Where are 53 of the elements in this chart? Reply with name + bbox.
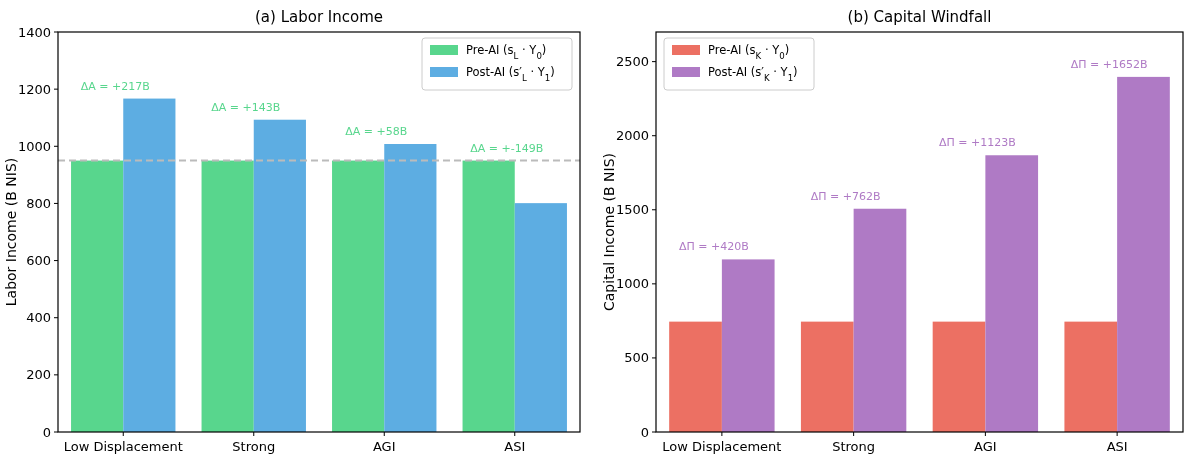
- bar: [1117, 76, 1170, 432]
- x-tick-label: Low Displacement: [63, 439, 183, 454]
- annotation: ΔΠ = +420B: [678, 240, 749, 254]
- legend-label: Post-AI (s′$_{L}$ · Y$_{1}$): [466, 65, 555, 83]
- annotation: ΔΠ = +762B: [810, 189, 881, 203]
- bar: [853, 208, 907, 432]
- y-tick-label: 0: [42, 424, 51, 440]
- chart-title: (a) Labor Income: [254, 8, 384, 26]
- bar: [253, 119, 306, 432]
- annotation: ΔΠ = +1652B: [1070, 57, 1148, 71]
- y-tick-label: 1400: [17, 24, 51, 40]
- bar: [800, 321, 854, 432]
- bar: [985, 155, 1039, 432]
- y-tick-label: 2500: [615, 54, 649, 70]
- x-tick-label: Strong: [832, 439, 876, 454]
- annotation: ΔA = +217B: [80, 79, 150, 93]
- y-tick-label: 2000: [615, 128, 649, 144]
- x-tick-label: Strong: [232, 439, 276, 454]
- x-tick-label: ASI: [1106, 439, 1128, 454]
- y-tick-label: 200: [26, 367, 51, 383]
- y-tick-label: 800: [26, 195, 51, 211]
- legend-label: Post-AI (s′$_{K}$ · Y$_{1}$): [708, 65, 798, 83]
- y-tick-label: 0: [640, 424, 649, 440]
- x-tick-label: AGI: [974, 439, 997, 454]
- y-tick-label: 400: [26, 310, 51, 326]
- legend-label: Pre-AI (s$_{L}$ · Y$_{0}$): [466, 43, 547, 61]
- bar: [71, 160, 124, 432]
- bar: [384, 144, 437, 432]
- x-tick-label: Low Displacement: [662, 439, 782, 454]
- annotation: ΔA = +-149B: [470, 141, 544, 155]
- annotation: ΔA = +58B: [345, 125, 408, 138]
- bar: [123, 98, 176, 432]
- y-tick-label: 1000: [17, 138, 51, 154]
- bar: [932, 321, 986, 432]
- y-axis-title: Capital Income (B NIS): [601, 153, 617, 311]
- annotation: ΔΠ = +1123B: [938, 136, 1016, 150]
- chart-title: (b) Capital Windfall: [847, 8, 992, 26]
- bar: [669, 321, 722, 432]
- y-tick-label: 1200: [17, 81, 51, 97]
- bar: [514, 203, 567, 432]
- x-tick-label: AGI: [372, 439, 396, 454]
- bar: [1064, 321, 1118, 432]
- bar: [201, 160, 254, 432]
- legend-label: Pre-AI (s$_{K}$ · Y$_{0}$): [708, 43, 790, 61]
- bar: [462, 160, 515, 432]
- bar: [332, 160, 385, 432]
- y-tick-label: 600: [26, 253, 51, 269]
- bar: [721, 259, 775, 432]
- annotation: ΔA = +143B: [211, 100, 281, 114]
- x-tick-label: ASI: [504, 439, 526, 454]
- y-tick-label: 1500: [615, 202, 649, 218]
- y-axis-title: Labor Income (B NIS): [3, 157, 19, 307]
- y-tick-label: 500: [624, 350, 649, 366]
